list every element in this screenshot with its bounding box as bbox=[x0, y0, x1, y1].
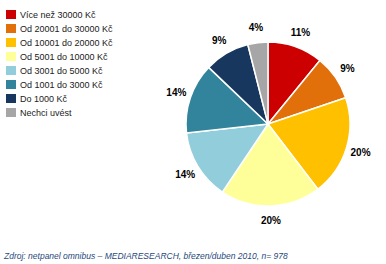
pie-slice bbox=[248, 42, 268, 124]
pie bbox=[186, 42, 350, 206]
legend-swatch bbox=[6, 24, 16, 33]
legend-label: Do 1000 Kč bbox=[20, 94, 68, 104]
data-labels: 11% 9% 20% 20% 14% 14% 9% 4% bbox=[166, 22, 370, 226]
legend-label: Více než 30000 Kč bbox=[20, 10, 96, 20]
legend-swatch bbox=[6, 80, 16, 89]
legend-label: Od 3001 do 5000 Kč bbox=[20, 66, 103, 76]
data-label: 11% bbox=[291, 27, 311, 38]
data-label: 9% bbox=[340, 63, 355, 74]
pie-slice bbox=[186, 124, 268, 192]
source-note: Zdroj: netpanel omnibus – MEDIARESEARCH,… bbox=[3, 251, 288, 261]
data-label: 20% bbox=[351, 147, 371, 158]
legend-swatch bbox=[6, 94, 16, 103]
chart-container: Více než 30000 Kč Od 20001 do 30000 Kč Od … bbox=[0, 0, 386, 264]
legend-label: Od 5001 do 10000 Kč bbox=[20, 52, 108, 62]
data-label: 20% bbox=[261, 215, 281, 226]
legend-swatch bbox=[6, 66, 16, 75]
chart: Více než 30000 Kč Od 20001 do 30000 Kč Od … bbox=[0, 0, 386, 264]
data-label: 9% bbox=[212, 35, 227, 46]
legend-swatch bbox=[6, 10, 16, 19]
legend-swatch bbox=[6, 108, 16, 117]
legend-swatch bbox=[6, 52, 16, 61]
data-label: 4% bbox=[249, 22, 264, 33]
data-label: 14% bbox=[166, 87, 186, 98]
data-label: 14% bbox=[175, 169, 195, 180]
legend-label: Nechci uvést bbox=[20, 108, 72, 118]
legend-label: Od 1001 do 3000 Kč bbox=[20, 80, 103, 90]
legend: Více než 30000 Kč Od 20001 do 30000 Kč Od … bbox=[6, 10, 113, 118]
legend-label: Od 20001 do 30000 Kč bbox=[20, 24, 113, 34]
legend-swatch bbox=[6, 38, 16, 47]
legend-label: Od 10001 do 20000 Kč bbox=[20, 38, 113, 48]
